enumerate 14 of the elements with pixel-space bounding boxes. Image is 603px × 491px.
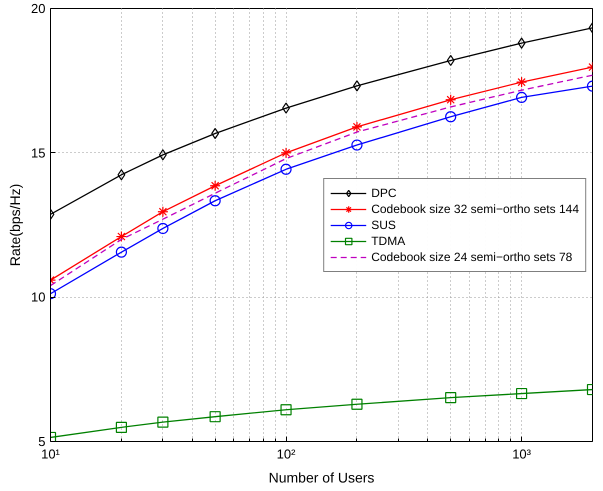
legend-label: SUS [371, 216, 396, 232]
y-tick-label: 5 [38, 434, 46, 449]
y-tick-label: 20 [31, 1, 46, 16]
x-tick-label: 10¹ [41, 446, 61, 462]
y-axis-title: Rate(bps/Hz) [7, 184, 24, 266]
legend-label: TDMA [371, 232, 406, 248]
legend-label: Codebook size 32 semi−ortho sets 144 [371, 200, 579, 216]
legend-label: Codebook size 24 semi−ortho sets 78 [371, 248, 572, 264]
x-axis-title: Number of Users [268, 470, 374, 486]
y-tick-label: 10 [31, 290, 46, 305]
legend-label: DPC [371, 184, 397, 200]
x-tick-label: 10² [276, 446, 296, 462]
y-tick-label: 15 [31, 145, 46, 160]
x-tick-label: 10³ [512, 446, 532, 462]
